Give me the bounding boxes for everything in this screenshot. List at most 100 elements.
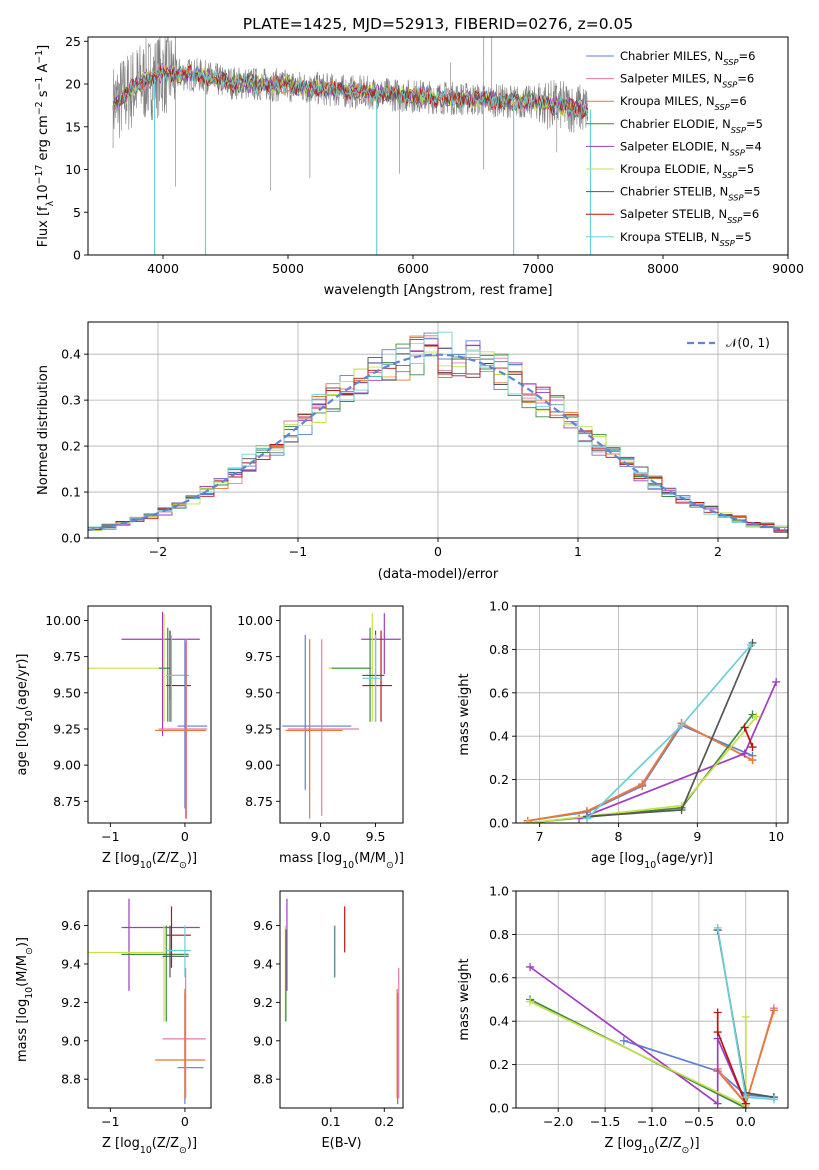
x-axis-label: wavelength [Angstrom, rest frame] <box>324 283 553 298</box>
weight-marker <box>575 814 584 823</box>
legend-label: Kroupa ELODIE, NSSP=5 <box>620 162 754 180</box>
weight-marker <box>677 805 686 814</box>
weight-marker <box>769 1095 778 1104</box>
y-tick-label: 0.3 <box>61 393 81 408</box>
x-tick-label: 10 <box>768 829 784 844</box>
y-tick-label: 9.50 <box>53 685 81 700</box>
y-tick-label: 9.6 <box>61 918 81 933</box>
x-tick-label: −1 <box>101 1114 119 1129</box>
legend-label: Salpeter MILES, NSSP=6 <box>620 72 754 90</box>
y-axis-label: mass weight <box>457 673 472 755</box>
y-tick-label: 1.0 <box>489 884 509 899</box>
errorbar-salpeter-stelib <box>362 630 393 722</box>
weight-line <box>743 727 754 748</box>
panel-weight_vs_age: 7 8 9 10 0.0 0.2 0.4 0.6 0.8 1.0 age [log10(age/yr… <box>457 599 789 871</box>
y-tick-label: 0.8 <box>489 927 509 942</box>
y-tick-label: 9.75 <box>245 649 273 664</box>
y-tick-label: 9.25 <box>53 721 81 736</box>
weight-series-salpeter-elodie <box>575 677 781 823</box>
errorbar-chabrier-elodie <box>121 925 189 1022</box>
errorbar-salpeter-miles <box>162 967 206 1099</box>
plot-area <box>88 611 208 819</box>
errorbar-chabrier-stelib <box>162 925 189 978</box>
axes-frame <box>515 605 789 824</box>
weight-line <box>527 722 753 822</box>
weight-line <box>623 1039 774 1099</box>
weight-marker <box>746 641 755 650</box>
weight-marker <box>740 723 749 732</box>
panel-spectrum: 4000 5000 6000 7000 8000 9000 0 5 10 15 20 25 Chabri… <box>34 34 804 298</box>
x-axis-label: Z [log10(Z/Z⊙)] <box>102 1136 197 1156</box>
weight-line <box>527 716 758 823</box>
x-tick-label: 0.0 <box>736 1114 756 1129</box>
weight-line <box>716 1012 747 1105</box>
x-tick-label: 5000 <box>272 261 304 276</box>
y-tick-label: 9.2 <box>61 995 81 1010</box>
legend-label: Kroupa MILES, NSSP=6 <box>620 94 747 112</box>
weight-marker <box>523 819 532 823</box>
axes-frame <box>279 605 404 824</box>
x-tick-label: 8 <box>615 829 623 844</box>
axes-frame <box>87 36 789 256</box>
errorbar-kroupa-elodie <box>328 613 373 722</box>
weight-series-chabrier-stelib <box>582 638 757 821</box>
errorbar-kroupa-elodie <box>88 613 165 722</box>
legend-label: Salpeter STELIB, NSSP=6 <box>620 207 759 225</box>
y-tick-label: 9.0 <box>61 1033 81 1048</box>
y-tick-label: 0.0 <box>489 816 509 831</box>
x-tick-label: 7000 <box>522 261 554 276</box>
x-axis-label: Z [log10(Z/Z⊙)] <box>604 1136 699 1156</box>
weight-marker <box>713 923 722 932</box>
x-tick-label: −2 <box>149 544 167 559</box>
x-tick-label: 0 <box>181 1114 189 1129</box>
x-tick-label: 0.1 <box>321 1114 341 1129</box>
errorbar-salpeter-elodie <box>121 898 200 991</box>
x-tick-label: −1.0 <box>637 1114 667 1129</box>
x-tick-label: 6000 <box>397 261 429 276</box>
weight-line <box>527 722 753 822</box>
errorbar-chabrier-miles <box>282 634 352 790</box>
y-tick-label: 5 <box>73 205 81 220</box>
weight-marker <box>713 1028 722 1037</box>
errorbar-chabrier-elodie <box>158 627 170 722</box>
x-tick-label: 9.5 <box>366 829 386 844</box>
y-tick-label: 9.00 <box>53 758 81 773</box>
panel-mass_vs_EBV: 0.1 0.2 8.8 9.0 9.2 9.4 9.6 E(B-V) <box>253 890 404 1151</box>
y-axis-label: mass [log10(M/M⊙)] <box>15 937 35 1062</box>
weight-marker <box>748 756 757 765</box>
weight-marker <box>713 1099 722 1108</box>
errorbar-kroupa-miles <box>155 642 206 819</box>
y-tick-label: 8.8 <box>253 1072 273 1087</box>
weight-line <box>529 1000 747 1108</box>
x-axis-label: age [log10(age/yr)] <box>591 851 713 871</box>
y-tick-label: 0.2 <box>61 439 81 454</box>
weight-marker <box>619 1036 628 1045</box>
errorbar-salpeter-elodie <box>121 611 200 737</box>
weight-series-chabrier-miles <box>523 721 757 823</box>
errorbar-kroupa-elodie <box>88 925 165 1022</box>
y-tick-label: 9.00 <box>245 758 273 773</box>
panel-residuals: −2 −1 0 1 2 0.0 0.1 0.2 0.3 0.4 𝒩(0, 1) (data-model… <box>36 321 789 582</box>
legend-label: Kroupa STELIB, NSSP=5 <box>620 230 752 248</box>
y-tick-label: 0.2 <box>489 1057 509 1072</box>
y-tick-label: 0.8 <box>489 642 509 657</box>
weight-marker <box>713 1008 722 1017</box>
y-tick-label: 0.4 <box>489 1014 509 1029</box>
x-tick-label: −1 <box>289 544 307 559</box>
x-tick-label: 1 <box>574 544 582 559</box>
x-tick-label: 8000 <box>647 261 679 276</box>
plot-area <box>88 331 788 538</box>
x-tick-label: 0 <box>434 544 442 559</box>
histogram-kroupa-stelib <box>88 331 788 538</box>
y-tick-label: 25 <box>65 34 81 49</box>
y-tick-label: 0.6 <box>489 970 509 985</box>
y-tick-label: 0.2 <box>489 772 509 787</box>
x-tick-label: 2 <box>714 544 722 559</box>
y-axis-label: Flux [fλ10−17 erg cm−2 s−1 A−1] <box>34 45 56 247</box>
x-tick-label: 0 <box>181 829 189 844</box>
legend-label: Salpeter ELODIE, NSSP=4 <box>620 139 762 157</box>
weight-line <box>586 642 754 818</box>
y-tick-label: 0 <box>73 248 81 263</box>
weight-marker <box>769 1006 778 1015</box>
